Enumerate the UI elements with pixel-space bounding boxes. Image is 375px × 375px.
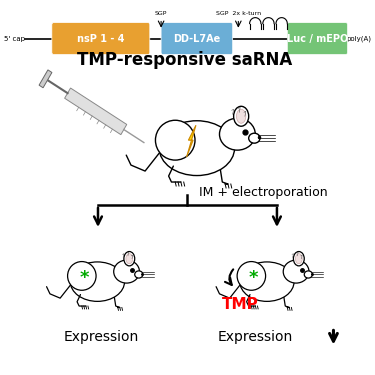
Ellipse shape [249, 133, 260, 143]
Ellipse shape [237, 262, 266, 290]
Ellipse shape [304, 271, 312, 278]
Text: *: * [79, 269, 88, 287]
Text: nsP 1 - 4: nsP 1 - 4 [77, 33, 125, 44]
Ellipse shape [240, 262, 294, 302]
Ellipse shape [135, 271, 143, 278]
Ellipse shape [124, 252, 135, 266]
Ellipse shape [70, 262, 124, 302]
Text: Expression: Expression [63, 330, 138, 345]
Polygon shape [39, 70, 52, 88]
Ellipse shape [126, 254, 133, 264]
Ellipse shape [219, 118, 255, 150]
FancyBboxPatch shape [161, 22, 232, 54]
Ellipse shape [156, 120, 195, 160]
FancyBboxPatch shape [287, 22, 348, 54]
Ellipse shape [159, 121, 234, 176]
Polygon shape [64, 88, 127, 135]
Text: Expression: Expression [217, 330, 293, 345]
Text: TMP-responsive saRNA: TMP-responsive saRNA [77, 51, 292, 69]
Ellipse shape [237, 109, 246, 123]
Polygon shape [186, 125, 196, 157]
Text: SGP: SGP [155, 10, 167, 16]
Text: DD-L7Ae: DD-L7Ae [173, 33, 220, 44]
Text: *: * [249, 269, 258, 287]
FancyBboxPatch shape [52, 22, 150, 54]
Text: IM + electroporation: IM + electroporation [198, 186, 327, 200]
Ellipse shape [234, 106, 249, 126]
Text: poly(A): poly(A) [346, 35, 372, 42]
Ellipse shape [114, 260, 140, 283]
Text: SGP  2x k-turn: SGP 2x k-turn [216, 10, 261, 16]
Ellipse shape [68, 262, 96, 290]
Text: Luc / mEPO: Luc / mEPO [287, 33, 348, 44]
Ellipse shape [293, 252, 304, 266]
Text: TMP: TMP [222, 297, 258, 312]
Ellipse shape [296, 254, 302, 264]
Ellipse shape [283, 260, 309, 283]
Text: 5' cap: 5' cap [3, 36, 24, 42]
